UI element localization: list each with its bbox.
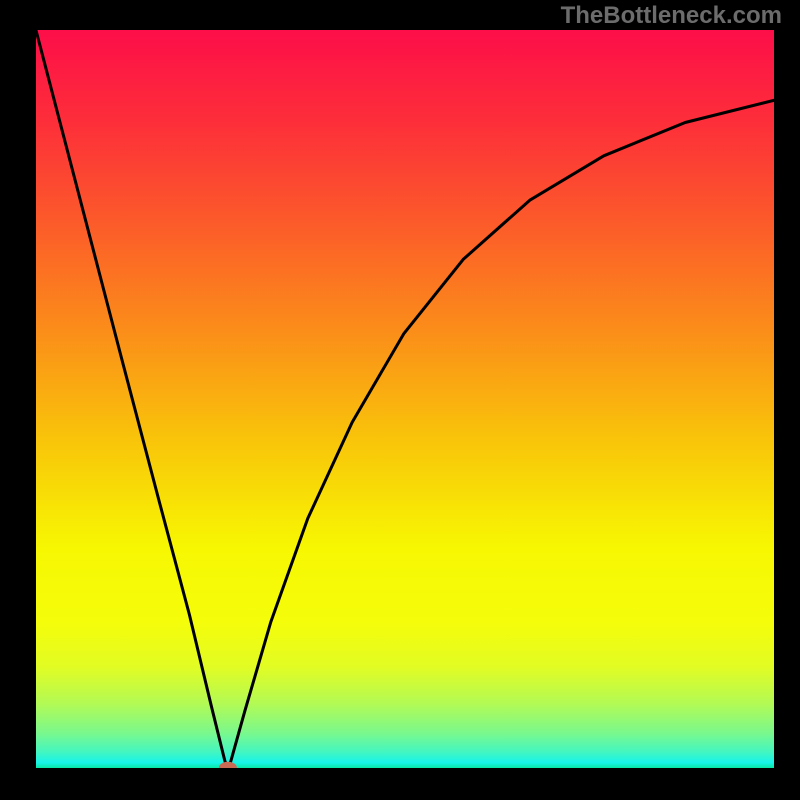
watermark-text: TheBottleneck.com <box>561 2 782 30</box>
bottleneck-chart <box>0 0 800 800</box>
plot-background-gradient <box>34 30 774 770</box>
